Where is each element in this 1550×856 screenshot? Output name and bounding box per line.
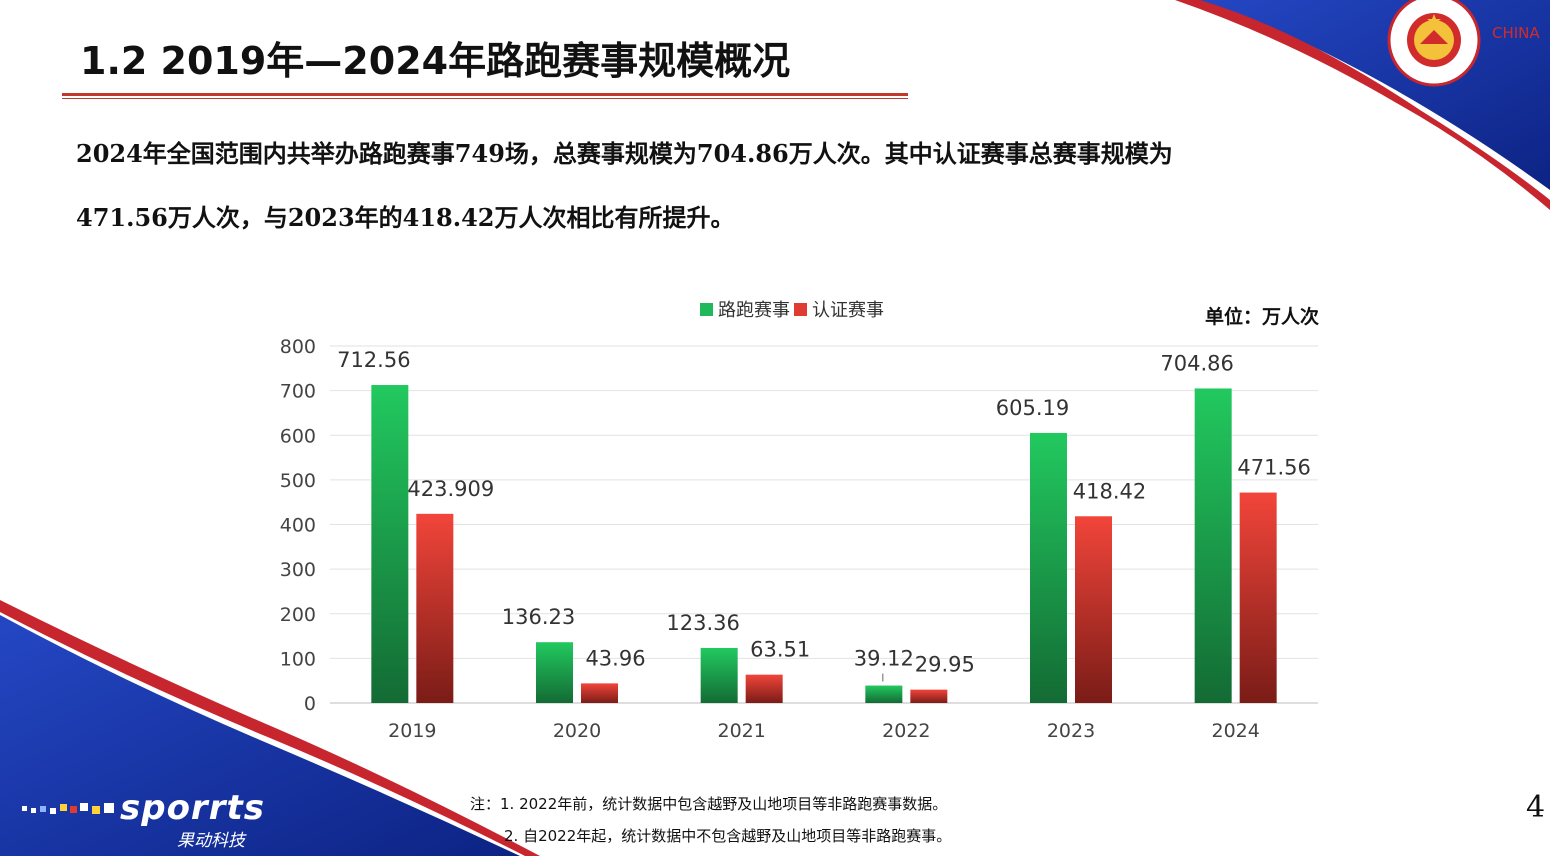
summary-line-2: 471.56万人次，与2023年的418.42万人次相比有所提升。 bbox=[76, 203, 735, 232]
y-tick-label: 0 bbox=[304, 693, 316, 715]
data-label: 704.86 bbox=[1160, 351, 1233, 375]
data-label: 39.12 bbox=[854, 647, 914, 671]
bar-road bbox=[700, 647, 738, 703]
bar-certified bbox=[745, 674, 783, 703]
bar-road bbox=[865, 685, 903, 703]
x-tick-label: 2020 bbox=[553, 720, 601, 742]
data-label: 29.95 bbox=[915, 653, 975, 677]
data-label: 123.36 bbox=[666, 611, 739, 635]
data-label: 605.19 bbox=[996, 396, 1069, 420]
chart-gridlines bbox=[330, 345, 1318, 704]
x-tick-label: 2023 bbox=[1047, 720, 1095, 742]
data-label: 712.56 bbox=[337, 348, 410, 372]
y-tick-label: 700 bbox=[280, 381, 316, 403]
athletics-association-emblem bbox=[1387, 0, 1481, 87]
legend-item-road: 路跑赛事 bbox=[700, 296, 790, 322]
brand-sub: 果动科技 bbox=[177, 831, 245, 851]
y-axis-ticks: 0 100 200 300 400 500 600 700 800 bbox=[280, 336, 316, 715]
chart-legend: 路跑赛事 认证赛事 bbox=[700, 296, 888, 322]
y-tick-label: 200 bbox=[280, 604, 316, 626]
summary-text: 2024年全国范围内共举办路跑赛事749场，总赛事规模为704.86万人次。其中… bbox=[76, 122, 1326, 250]
bar-road bbox=[1194, 388, 1232, 703]
summary-line-1: 2024年全国范围内共举办路跑赛事749场，总赛事规模为704.86万人次。其中… bbox=[76, 139, 1173, 168]
page-title: 1.2 2019年—2024年路跑赛事规模概况 bbox=[80, 39, 791, 83]
bar-road bbox=[536, 642, 573, 703]
brand-name: sporrts bbox=[120, 788, 265, 828]
x-tick-label: 2024 bbox=[1211, 720, 1259, 742]
data-label: 136.23 bbox=[502, 605, 575, 629]
bottom-left-red-stripe bbox=[0, 600, 540, 856]
bar-certified bbox=[1075, 516, 1112, 703]
bar-road bbox=[1030, 432, 1067, 703]
y-tick-label: 500 bbox=[280, 470, 316, 492]
legend-label-road: 路跑赛事 bbox=[718, 300, 790, 321]
bar-certified bbox=[1239, 492, 1277, 703]
bar-certified bbox=[416, 513, 454, 703]
bar-certified bbox=[581, 683, 618, 703]
chart-bars bbox=[371, 385, 1277, 703]
y-tick-label: 100 bbox=[280, 648, 316, 670]
data-label: 418.42 bbox=[1073, 479, 1146, 503]
legend-item-certified: 认证赛事 bbox=[794, 296, 884, 322]
footnote-2: 2. 自2022年起，统计数据中不包含越野及山地项目等非路跑赛事。 bbox=[504, 827, 952, 845]
bar-certified bbox=[910, 689, 948, 703]
y-tick-label: 600 bbox=[280, 425, 316, 447]
legend-swatch-green bbox=[700, 302, 713, 316]
bar-road bbox=[371, 385, 409, 703]
y-tick-label: 300 bbox=[280, 559, 316, 581]
title-underline bbox=[62, 93, 908, 96]
data-label: 423.909 bbox=[407, 477, 494, 501]
legend-swatch-red bbox=[794, 302, 807, 316]
footnotes: 注：1. 2022年前，统计数据中包含越野及山地项目等非路跑赛事数据。 2. 自… bbox=[470, 788, 951, 852]
data-label: 63.51 bbox=[750, 638, 810, 662]
page-number: 4 bbox=[1526, 790, 1546, 825]
x-tick-label: 2021 bbox=[717, 720, 765, 742]
y-tick-label: 800 bbox=[280, 336, 316, 358]
y-tick-label: 400 bbox=[280, 515, 316, 537]
data-label: 43.96 bbox=[585, 646, 645, 670]
footnote-1: 注：1. 2022年前，统计数据中包含越野及山地项目等非路跑赛事数据。 bbox=[470, 795, 948, 813]
data-label: 471.56 bbox=[1237, 456, 1310, 480]
title-underline-thin bbox=[62, 98, 908, 99]
brand-pixel-icon bbox=[22, 803, 114, 814]
x-axis-ticks: 2019 2020 2021 2022 2023 2024 bbox=[388, 720, 1260, 742]
x-tick-label: 2019 bbox=[388, 720, 436, 742]
chart-data-labels: 712.56 423.909 136.23 43.96 123.36 63.51 39.12… bbox=[337, 348, 1311, 682]
emblem-text: CHINA bbox=[1492, 24, 1540, 42]
unit-label: 单位：万人次 bbox=[1205, 306, 1320, 328]
bottom-left-swoosh bbox=[0, 615, 520, 856]
x-tick-label: 2022 bbox=[882, 720, 930, 742]
legend-label-certified: 认证赛事 bbox=[812, 300, 884, 321]
